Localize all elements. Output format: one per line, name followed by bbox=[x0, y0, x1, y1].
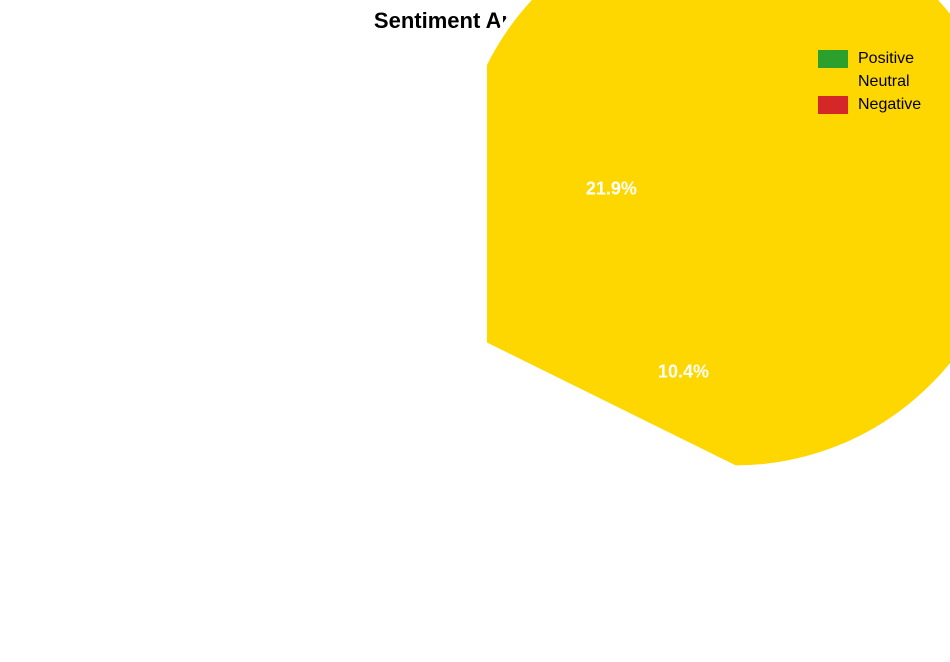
sentiment-pie-chart: Sentiment Analysis PositiveNeutralNegati… bbox=[0, 0, 950, 662]
legend-swatch bbox=[818, 50, 848, 68]
legend-swatch bbox=[818, 96, 848, 114]
slice-label-neutral: 67.7% bbox=[309, 426, 360, 447]
legend: Positive Neutral Negative bbox=[818, 47, 921, 116]
legend-label: Negative bbox=[858, 96, 921, 114]
slice-label-negative: 21.9% bbox=[586, 178, 637, 199]
legend-item-neutral: Neutral bbox=[818, 70, 921, 93]
slice-label-positive: 10.4% bbox=[658, 361, 709, 382]
legend-label: Neutral bbox=[858, 73, 910, 91]
legend-item-positive: Positive bbox=[818, 47, 921, 70]
pie-canvas bbox=[0, 0, 950, 662]
legend-label: Positive bbox=[858, 50, 914, 68]
legend-item-negative: Negative bbox=[818, 93, 921, 116]
legend-swatch bbox=[818, 73, 848, 91]
